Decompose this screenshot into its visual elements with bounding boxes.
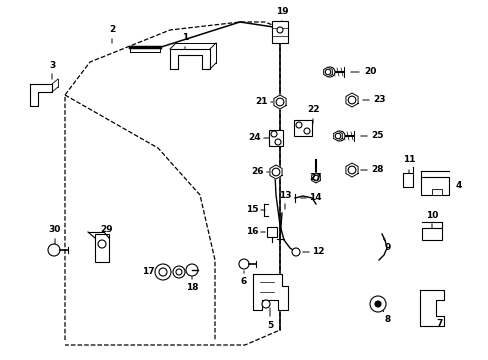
Bar [293,120,311,136]
Text: 26: 26 [251,167,264,176]
Polygon shape [323,67,332,77]
Text: 20: 20 [363,68,375,77]
Text: 24: 24 [248,134,261,143]
Circle shape [374,301,380,307]
Text: 8: 8 [384,315,390,324]
Bar [420,177,448,195]
Circle shape [369,296,385,312]
Polygon shape [30,84,52,106]
Bar [268,130,283,146]
Bar [402,173,412,187]
Text: 14: 14 [308,194,321,202]
Text: 16: 16 [245,228,258,237]
Text: 1: 1 [182,33,188,42]
Text: 28: 28 [371,166,384,175]
Circle shape [48,244,60,256]
Text: 4: 4 [455,181,461,190]
Polygon shape [419,290,443,326]
Circle shape [185,264,198,276]
Circle shape [347,166,355,174]
Text: 19: 19 [275,8,288,17]
Text: 29: 29 [101,225,113,234]
Text: 17: 17 [142,267,154,276]
Circle shape [325,69,330,75]
Circle shape [304,128,309,134]
Text: 12: 12 [311,248,324,256]
Text: 10: 10 [425,211,437,220]
Text: 15: 15 [245,206,258,215]
Text: 5: 5 [266,321,273,330]
Circle shape [276,27,283,33]
Polygon shape [170,49,209,69]
Polygon shape [273,95,285,109]
Circle shape [325,67,334,77]
Text: 18: 18 [185,284,198,292]
Text: 23: 23 [373,95,386,104]
Text: 11: 11 [402,156,414,165]
Text: 13: 13 [278,190,291,199]
Polygon shape [345,163,357,177]
Bar [431,189,441,195]
Text: 25: 25 [371,131,384,140]
Polygon shape [311,173,320,183]
Circle shape [347,96,355,104]
Circle shape [270,131,276,137]
Text: 6: 6 [241,278,246,287]
Bar [421,228,441,240]
Text: 30: 30 [49,225,61,234]
Polygon shape [345,93,357,107]
Text: 3: 3 [49,60,55,69]
Circle shape [98,240,106,248]
Circle shape [295,122,302,128]
Text: 22: 22 [306,105,319,114]
Bar [271,21,287,43]
Text: 7: 7 [436,319,442,328]
Circle shape [313,175,318,181]
Circle shape [176,269,182,275]
Polygon shape [252,274,287,310]
Circle shape [262,300,269,308]
Text: 2: 2 [109,26,115,35]
Text: 9: 9 [384,243,390,252]
Circle shape [291,248,299,256]
Circle shape [334,131,345,141]
Circle shape [239,259,248,269]
Circle shape [159,268,167,276]
Circle shape [335,133,340,139]
Text: 27: 27 [309,174,322,183]
Bar [95,234,109,262]
Circle shape [276,98,283,106]
Circle shape [272,168,279,176]
Polygon shape [269,165,282,179]
Polygon shape [333,131,342,141]
Circle shape [155,264,171,280]
Circle shape [274,139,281,145]
Text: 21: 21 [255,98,268,107]
Bar [266,227,276,237]
Circle shape [173,266,184,278]
